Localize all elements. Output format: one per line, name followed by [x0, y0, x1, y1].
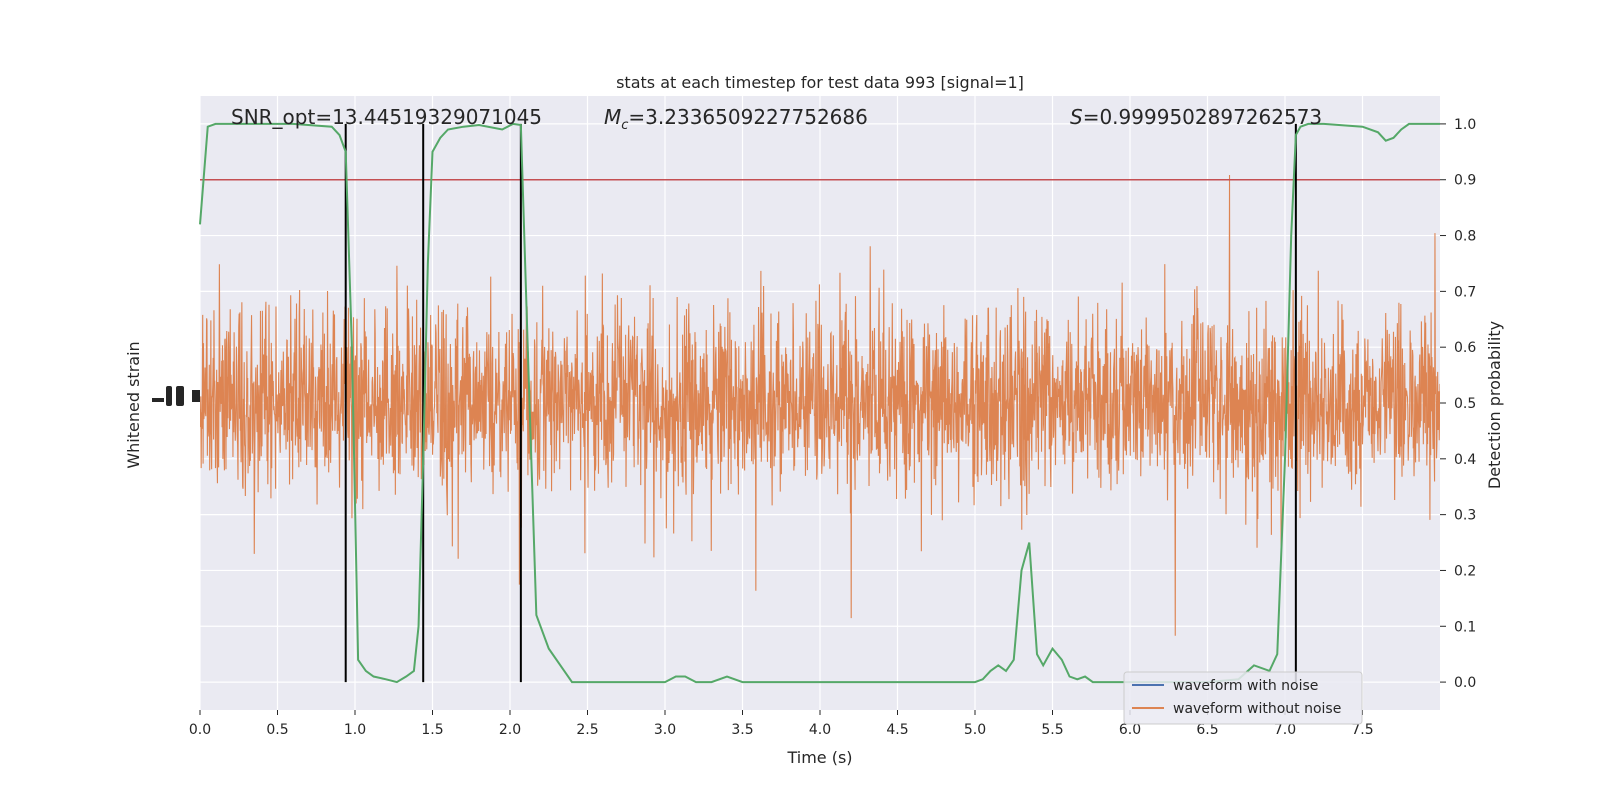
- legend: waveform with noise waveform without noi…: [1123, 671, 1363, 725]
- y-right-tick-label: 0.0: [1454, 675, 1476, 691]
- series-line-waveform-without-noise: [200, 174, 1440, 636]
- y-right-tick-label: 0.3: [1454, 508, 1476, 524]
- probability-series: [199, 122, 1440, 684]
- chirp-mass-symbol: M: [604, 105, 621, 129]
- chirp-mass-value: =3.2336509227752686: [628, 105, 867, 129]
- chart-title: stats at each timestep for test data 993…: [616, 73, 1024, 92]
- chirp-mass-annotation: Mc=3.2336509227752686: [604, 105, 868, 133]
- x-tick-label: 4.5: [886, 722, 908, 738]
- y-right-tick-label: 0.2: [1454, 563, 1476, 579]
- x-tick-label: 4.0: [809, 722, 831, 738]
- x-tick-label: 3.0: [654, 722, 676, 738]
- x-tick-label: 1.5: [421, 722, 443, 738]
- left-tick-mark: [176, 386, 184, 406]
- x-tick-label: 7.5: [1351, 722, 1373, 738]
- y-right-tick-label: 0.6: [1454, 340, 1476, 356]
- score-annotation: S=0.9999502897262573: [1070, 105, 1322, 129]
- x-tick-label: 6.0: [1119, 722, 1141, 738]
- x-tick-label: 1.0: [344, 722, 366, 738]
- snr-annotation: SNR_opt=13.44519329071045: [231, 105, 542, 129]
- x-axis-label: Time (s): [786, 748, 852, 767]
- series-line-detection-probability: [199, 122, 1440, 684]
- strain-series: [200, 174, 1440, 636]
- x-tick-label: 0.0: [189, 722, 211, 738]
- left-tick-mark: [192, 390, 200, 402]
- y-right-tick-label: 0.5: [1454, 396, 1476, 412]
- x-tick-label: 7.0: [1274, 722, 1296, 738]
- left-axis-tick-marks: [152, 386, 200, 406]
- y-right-tick-label: 0.9: [1454, 173, 1476, 189]
- x-tick-label: 0.5: [266, 722, 288, 738]
- y-right-axis-label: Detection probability: [1485, 321, 1504, 489]
- x-tick-label: 6.5: [1196, 722, 1218, 738]
- legend-label-noisy: waveform with noise: [1173, 678, 1318, 694]
- y-right-tick-label: 0.4: [1454, 452, 1476, 468]
- left-tick-mark: [152, 398, 164, 402]
- vertical-markers: [344, 123, 1297, 683]
- x-tick-label: 5.5: [1041, 722, 1063, 738]
- y-left-axis-label: Whitened strain: [124, 341, 143, 468]
- x-axis-ticks: 0.0 0.5 1.0 1.5 2.0 2.5 3.0 3.5 4.0 4.5 5.0 5.5 6.0 6…: [189, 710, 1374, 738]
- x-tick-label: 5.0: [964, 722, 986, 738]
- x-tick-label: 2.0: [499, 722, 521, 738]
- score-symbol: S: [1070, 105, 1083, 129]
- y-right-tick-label: 0.1: [1454, 619, 1476, 635]
- legend-box: [1123, 671, 1363, 725]
- chirp-mass-subscript: c: [621, 118, 628, 133]
- legend-label-clean: waveform without noise: [1173, 701, 1341, 717]
- y-right-axis-ticks: 0.0 0.1 0.2 0.3 0.4 0.5 0.6 0.7 0.8 0.9 1.0: [1440, 117, 1476, 691]
- x-tick-label: 2.5: [576, 722, 598, 738]
- x-tick-label: 3.5: [731, 722, 753, 738]
- y-right-tick-label: 1.0: [1454, 117, 1476, 133]
- left-tick-mark: [166, 386, 172, 406]
- score-value: =0.9999502897262573: [1083, 105, 1322, 129]
- y-right-tick-label: 0.7: [1454, 284, 1476, 300]
- y-right-tick-label: 0.8: [1454, 229, 1476, 245]
